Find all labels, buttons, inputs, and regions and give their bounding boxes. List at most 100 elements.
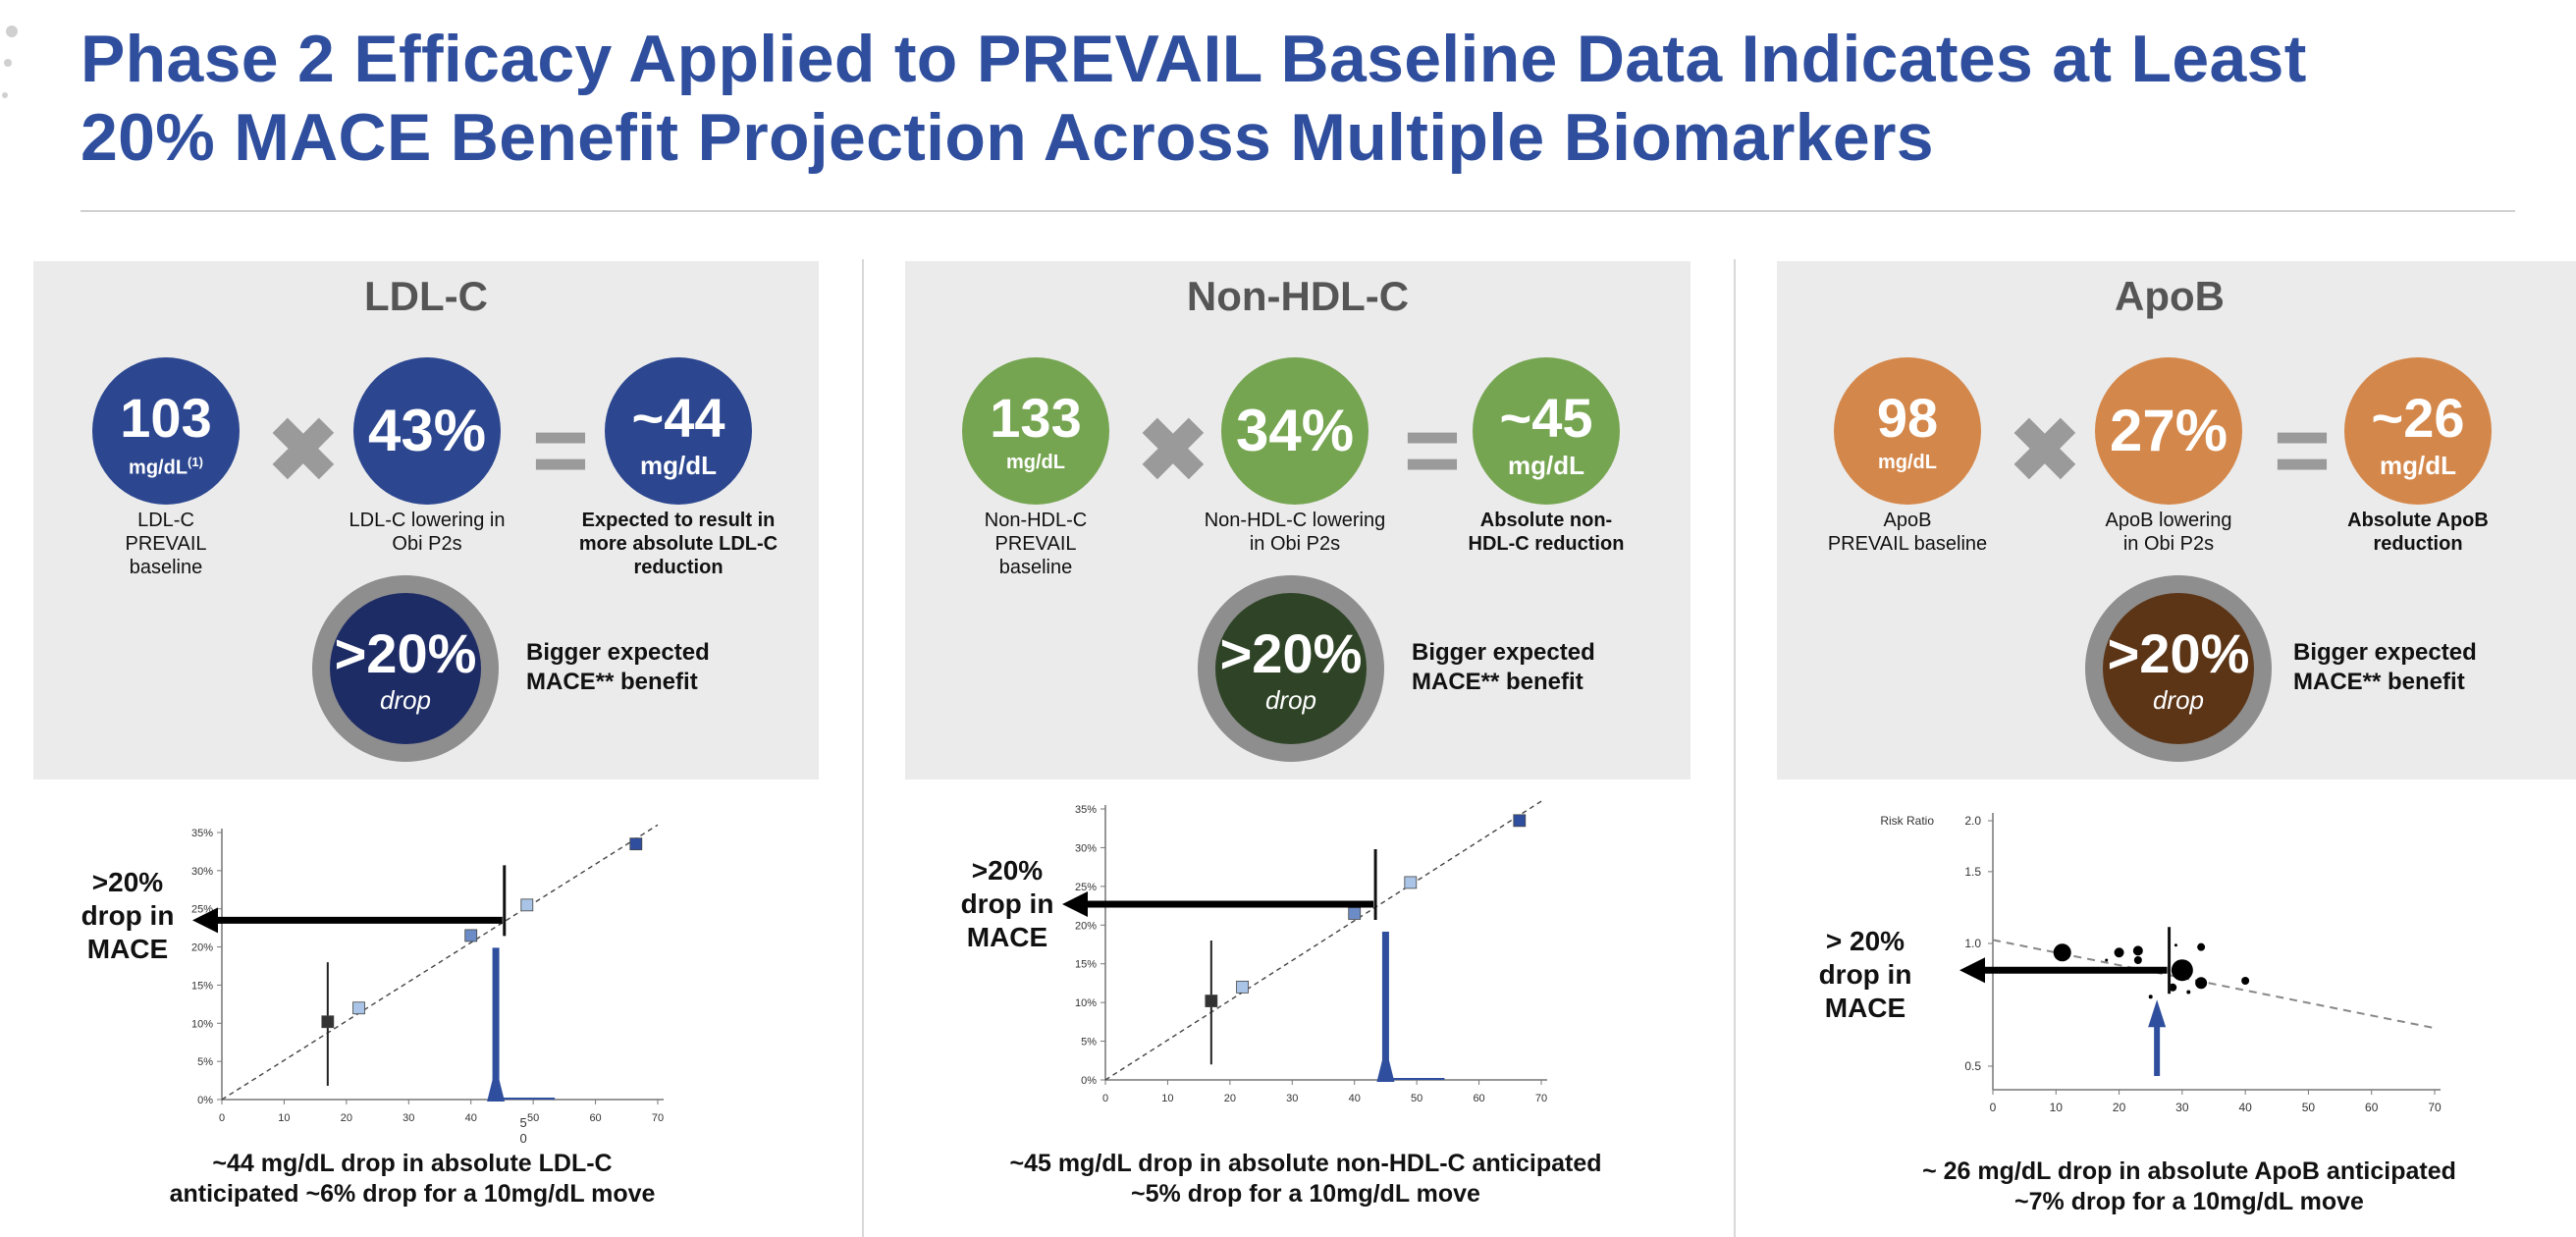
y-axis-title: Risk Ratio bbox=[1880, 814, 1934, 828]
baseline-unit: mg/dL bbox=[1006, 452, 1065, 473]
y-tick-label: 2.0 bbox=[1964, 814, 1981, 828]
mace-arrow-head bbox=[1959, 957, 1985, 984]
result-circle: ~45 mg/dL bbox=[1473, 357, 1620, 505]
y-tick-label: 10% bbox=[1075, 997, 1097, 1009]
y-tick-label: 0% bbox=[197, 1095, 213, 1106]
x-tick-label: 40 bbox=[1349, 1093, 1361, 1104]
column-divider bbox=[1734, 259, 1736, 1237]
apob-panel: ApoB 98 mg/dL ✖ 27% = ~26 mg/dL ApoB PREV… bbox=[1777, 261, 2576, 780]
benefit-text: Bigger expected MACE** benefit bbox=[2293, 639, 2477, 695]
baseline-circle: 103 mg/dL(1) bbox=[92, 357, 240, 505]
data-point bbox=[2195, 977, 2208, 990]
data-point bbox=[2197, 942, 2206, 951]
slide-title: Phase 2 Efficacy Applied to PREVAIL Base… bbox=[80, 20, 2515, 177]
lowering-caption: LDL-C lowering in Obi P2s bbox=[349, 510, 506, 555]
lowering-caption: Non-HDL-C lowering in Obi P2s bbox=[1204, 510, 1386, 555]
x-tick-label: 50 bbox=[2302, 1101, 2316, 1114]
panel-title: LDL-C bbox=[364, 273, 488, 319]
y-tick-label: 35% bbox=[191, 828, 213, 839]
footnote-ref: (1) bbox=[188, 455, 203, 469]
baseline-unit: mg/dL(1) bbox=[129, 455, 203, 479]
data-point bbox=[2053, 943, 2071, 962]
data-point bbox=[464, 929, 478, 942]
x-tick-label: 0 bbox=[1990, 1101, 1997, 1114]
reduction-arrow-head bbox=[1376, 1047, 1395, 1082]
trend-line bbox=[221, 824, 659, 1101]
equals-icon: = bbox=[2273, 396, 2332, 506]
result-caption: Absolute non- HDL-C reduction bbox=[1468, 510, 1625, 555]
reduction-arrow-head bbox=[2148, 999, 2167, 1028]
x-tick-label: 70 bbox=[652, 1112, 664, 1124]
y-tick-label: 5% bbox=[197, 1056, 213, 1068]
data-point bbox=[1513, 814, 1527, 828]
result-caption: Expected to result in more absolute LDL-C… bbox=[578, 510, 778, 578]
apob-chart-note: ~ 26 mg/dL drop in absolute ApoB anticip… bbox=[1922, 1157, 2456, 1215]
data-point bbox=[352, 1001, 365, 1015]
drop-badge: >20% drop bbox=[1198, 575, 1384, 762]
data-point bbox=[2169, 983, 2177, 992]
baseline-value: 103 bbox=[120, 387, 212, 449]
x-tick-label: 20 bbox=[341, 1112, 352, 1124]
apob-risk-ratio-chart: Risk Ratio 0.5 1.0 1.5 2.0 0 10 20 30 40 50 60 70 bbox=[1880, 813, 2442, 1114]
x-tick-label: 60 bbox=[589, 1112, 601, 1124]
trend-line bbox=[1104, 800, 1542, 1081]
data-point bbox=[2148, 995, 2153, 999]
ldl-c-panel: LDL-C 103 mg/dL(1) ✖ 43% = ~44 mg/dL LDL… bbox=[33, 261, 819, 780]
data-point bbox=[520, 898, 534, 912]
mace-drop-label: >20% drop in MACE bbox=[960, 855, 1054, 952]
baseline-value: 98 bbox=[1876, 387, 1939, 449]
multiply-icon: ✖ bbox=[2009, 402, 2081, 499]
baseline-caption: Non-HDL-C PREVAIL baseline bbox=[984, 510, 1088, 578]
non-hdl-c-chart-note: ~45 mg/dL drop in absolute non-HDL-C ant… bbox=[1009, 1150, 1602, 1208]
x-tick-label: 50 bbox=[1411, 1093, 1422, 1104]
x-tick-label: 10 bbox=[2050, 1101, 2064, 1114]
x-tick-label: 70 bbox=[2428, 1101, 2442, 1114]
y-tick-label: 10% bbox=[191, 1018, 213, 1030]
non-hdl-c-panel: Non-HDL-C 133 mg/dL ✖ 34% = ~45 mg/dL No… bbox=[905, 261, 1690, 780]
result-value: ~26 bbox=[2371, 387, 2465, 449]
result-unit: mg/dL bbox=[2380, 451, 2456, 480]
result-value: ~45 bbox=[1499, 387, 1593, 449]
y-tick-label: 1.5 bbox=[1964, 865, 1981, 879]
equals-icon: = bbox=[1403, 396, 1462, 506]
data-point bbox=[2171, 959, 2193, 982]
y-tick-label: 15% bbox=[1075, 959, 1097, 971]
drop-value: >20% bbox=[2107, 622, 2250, 684]
y-tick-label: 35% bbox=[1075, 804, 1097, 816]
equals-icon: = bbox=[531, 396, 590, 506]
x-tick-label: 20 bbox=[1224, 1093, 1236, 1104]
data-point bbox=[2174, 943, 2177, 947]
y-tick-label: 0.5 bbox=[1964, 1059, 1981, 1073]
y-tick-label: 20% bbox=[191, 942, 213, 954]
x-tick-label: 70 bbox=[1535, 1093, 1547, 1104]
multiply-icon: ✖ bbox=[267, 402, 340, 499]
extra-label: 0 bbox=[519, 1131, 526, 1146]
mace-drop-label: > 20% drop in MACE bbox=[1818, 926, 1912, 1023]
result-circle: ~44 mg/dL bbox=[605, 357, 752, 505]
data-point bbox=[2133, 956, 2142, 965]
data-point bbox=[2132, 945, 2143, 956]
result-unit: mg/dL bbox=[640, 451, 717, 480]
drop-label: drop bbox=[379, 685, 432, 715]
result-value: ~44 bbox=[631, 387, 725, 449]
result-unit: mg/dL bbox=[1508, 451, 1584, 480]
drop-value: >20% bbox=[1219, 622, 1363, 684]
data-point bbox=[2114, 947, 2124, 958]
slide-title-line-1: Phase 2 Efficacy Applied to PREVAIL Base… bbox=[80, 22, 2307, 96]
x-tick-label: 40 bbox=[2238, 1101, 2252, 1114]
y-tick-label: 25% bbox=[1075, 882, 1097, 893]
data-point bbox=[1348, 907, 1362, 920]
data-point bbox=[2186, 990, 2191, 995]
data-point bbox=[1236, 980, 1249, 994]
baseline-caption: ApoB PREVAIL baseline bbox=[1827, 510, 1988, 555]
y-tick-label: 1.0 bbox=[1964, 937, 1981, 950]
reduction-arrow-head bbox=[487, 1066, 506, 1102]
lowering-value: 43% bbox=[367, 398, 487, 463]
data-point bbox=[2241, 977, 2250, 986]
mace-arrow-head bbox=[1062, 890, 1088, 917]
x-tick-label: 20 bbox=[2113, 1101, 2126, 1114]
x-tick-label: 60 bbox=[2365, 1101, 2379, 1114]
benefit-text: Bigger expected MACE** benefit bbox=[526, 639, 710, 695]
lowering-circle: 27% bbox=[2095, 357, 2242, 505]
